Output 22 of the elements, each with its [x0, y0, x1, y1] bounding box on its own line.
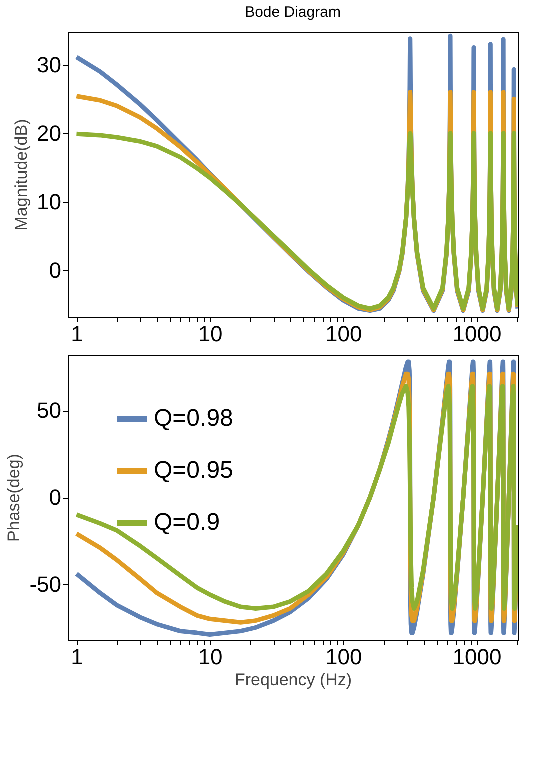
y-tick-label: 0: [49, 485, 62, 510]
y-tick-label: 0: [49, 258, 62, 283]
x-tick-label: 100: [326, 644, 362, 670]
y-axis-title: Magnitude(dB): [12, 119, 32, 231]
x-tick-label: 10: [198, 322, 223, 346]
x-tick-label: 1: [71, 322, 84, 346]
x-tick-label: 1: [71, 644, 84, 670]
y-tick-label: 50: [37, 398, 62, 424]
x-tick-label: 1000: [452, 322, 502, 346]
legend-label: Q=0.9: [154, 509, 220, 536]
legend-label: Q=0.95: [154, 457, 234, 484]
y-tick-label: -50: [30, 572, 62, 597]
x-tick-label: 10: [198, 644, 223, 670]
y-tick-label: 10: [37, 189, 62, 214]
x-tick-label: 100: [326, 322, 362, 346]
chart-title: Bode Diagram: [245, 4, 341, 21]
x-tick-label: 1000: [452, 644, 502, 670]
y-axis-title: Phase(deg): [4, 454, 24, 542]
y-tick-label: 30: [37, 52, 62, 78]
y-tick-label: 20: [37, 120, 62, 146]
x-axis-title: Frequency (Hz): [234, 670, 352, 690]
legend-label: Q=0.98: [154, 405, 234, 432]
